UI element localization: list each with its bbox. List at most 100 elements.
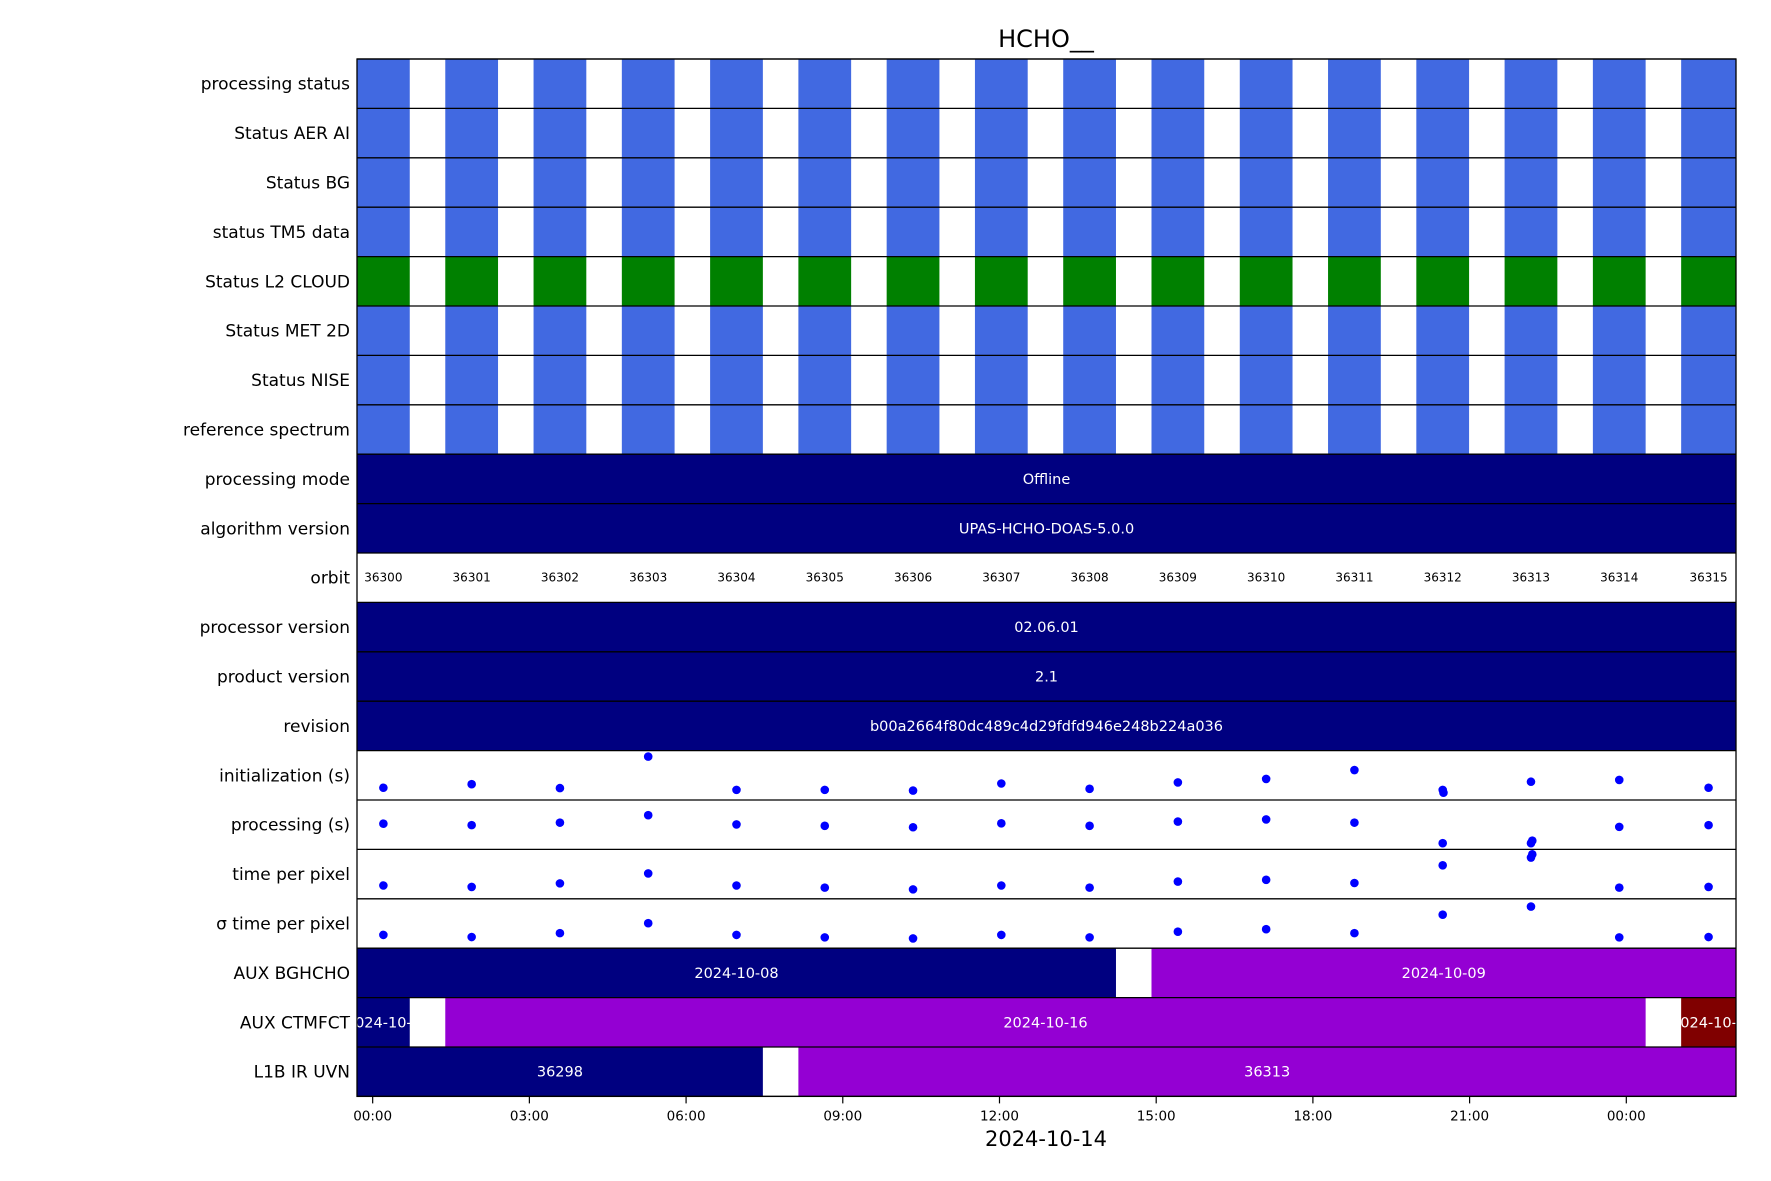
data-point xyxy=(1704,783,1713,793)
segment-bar xyxy=(357,948,1116,998)
data-point xyxy=(1439,788,1448,798)
status-bar xyxy=(1592,404,1646,455)
status-bar xyxy=(1592,108,1646,158)
x-tick-label: 12:00 xyxy=(980,1108,1019,1124)
status-bar xyxy=(1592,306,1646,356)
status-bar xyxy=(1681,108,1736,158)
status-bar xyxy=(357,355,410,405)
data-point xyxy=(1261,774,1271,784)
x-tick-label: 03:00 xyxy=(510,1108,549,1124)
chart-title: HCHO__ xyxy=(998,25,1095,53)
data-point xyxy=(1704,820,1713,830)
data-point xyxy=(908,822,918,832)
data-point xyxy=(1173,817,1183,826)
data-point xyxy=(467,820,476,830)
x-tick-label: 00:00 xyxy=(1607,1108,1646,1124)
segment-label: 02.06.01 xyxy=(1014,620,1079,636)
orbit-number: 36300 xyxy=(364,571,402,585)
status-bar xyxy=(798,207,852,257)
orbit-number: 36306 xyxy=(894,571,932,585)
row-label: AUX BGHCHO xyxy=(234,964,350,984)
status-bar xyxy=(621,355,675,405)
data-point xyxy=(1527,836,1537,845)
data-point xyxy=(1704,882,1713,892)
status-bar xyxy=(1151,59,1205,109)
status-bar xyxy=(1592,59,1646,109)
status-bar xyxy=(1681,306,1736,356)
x-tick-label: 09:00 xyxy=(823,1108,862,1124)
status-bar xyxy=(621,157,675,208)
status-bar xyxy=(710,157,763,208)
status-bar xyxy=(445,256,499,306)
data-point xyxy=(1085,883,1094,892)
data-point xyxy=(1085,821,1094,831)
status-bar xyxy=(710,256,763,306)
status-bar xyxy=(1328,207,1381,257)
row-label: algorithm version xyxy=(200,519,350,539)
data-point xyxy=(379,783,388,793)
row: time per pixel xyxy=(232,850,1713,894)
status-bar xyxy=(886,59,940,109)
row: AUX BGHCHO 2024-10-08 2024-10-09 xyxy=(234,948,1736,998)
status-bar xyxy=(1416,157,1470,208)
status-bar xyxy=(1416,404,1470,455)
segment-label: 2024-10-1 xyxy=(346,1015,421,1031)
status-bar xyxy=(445,59,499,109)
status-bar xyxy=(445,207,499,257)
status-bar xyxy=(621,59,675,109)
row-label: L1B IR UVN xyxy=(254,1063,350,1083)
status-bar xyxy=(1681,207,1736,257)
status-bar xyxy=(445,306,499,356)
status-bar xyxy=(1063,108,1116,158)
orbit-number: 36302 xyxy=(541,571,579,585)
status-bar xyxy=(1681,404,1736,455)
row-label: processing (s) xyxy=(231,816,350,836)
row: status TM5 data xyxy=(213,207,1736,257)
orbit-number: 36308 xyxy=(1071,571,1109,585)
data-point xyxy=(1614,775,1624,785)
status-bar xyxy=(1504,256,1558,306)
orbit-number: 36311 xyxy=(1335,571,1373,585)
status-bar xyxy=(1328,256,1381,306)
row-label: orbit xyxy=(310,569,350,589)
row-label: time per pixel xyxy=(232,865,350,885)
status-bar xyxy=(798,59,852,109)
status-bar xyxy=(445,108,499,158)
chart-rows: processing status Status AER AI Status BG s… xyxy=(183,58,1746,1098)
segment-label: 2.1 xyxy=(1035,670,1058,686)
data-point xyxy=(1350,878,1359,888)
status-bar xyxy=(357,157,410,208)
row: σ time per pixel xyxy=(216,902,1713,943)
status-bar xyxy=(798,256,852,306)
status-bar xyxy=(1063,59,1116,109)
data-point xyxy=(1173,927,1183,937)
data-point xyxy=(1173,778,1183,787)
segment-label: UPAS-HCHO-DOAS-5.0.0 xyxy=(959,521,1134,537)
status-bar xyxy=(1151,404,1205,455)
segment-label: 2024-10-1 xyxy=(1671,1015,1746,1031)
status-bar xyxy=(1504,306,1558,356)
status-bar xyxy=(621,306,675,356)
status-bar xyxy=(1239,108,1293,158)
segment-bar xyxy=(798,1047,1736,1097)
status-bar xyxy=(886,256,940,306)
status-bar xyxy=(1063,306,1116,356)
row: processing status xyxy=(201,59,1736,109)
row-label: processor version xyxy=(200,618,350,638)
data-point xyxy=(379,881,388,890)
status-bar xyxy=(886,157,940,208)
status-bar xyxy=(1504,207,1558,257)
status-bar xyxy=(798,355,852,405)
data-point xyxy=(643,869,653,878)
status-bar xyxy=(1151,306,1205,356)
status-bar xyxy=(1681,157,1736,208)
row-label: Status L2 CLOUD xyxy=(205,272,350,292)
row: processing (s) xyxy=(231,810,1713,848)
status-bar xyxy=(1416,355,1470,405)
status-bar xyxy=(357,59,410,109)
row-label: Status NISE xyxy=(251,371,350,391)
data-point xyxy=(1261,924,1271,934)
row: Status BG xyxy=(266,157,1736,208)
row-label: processing mode xyxy=(205,470,350,490)
